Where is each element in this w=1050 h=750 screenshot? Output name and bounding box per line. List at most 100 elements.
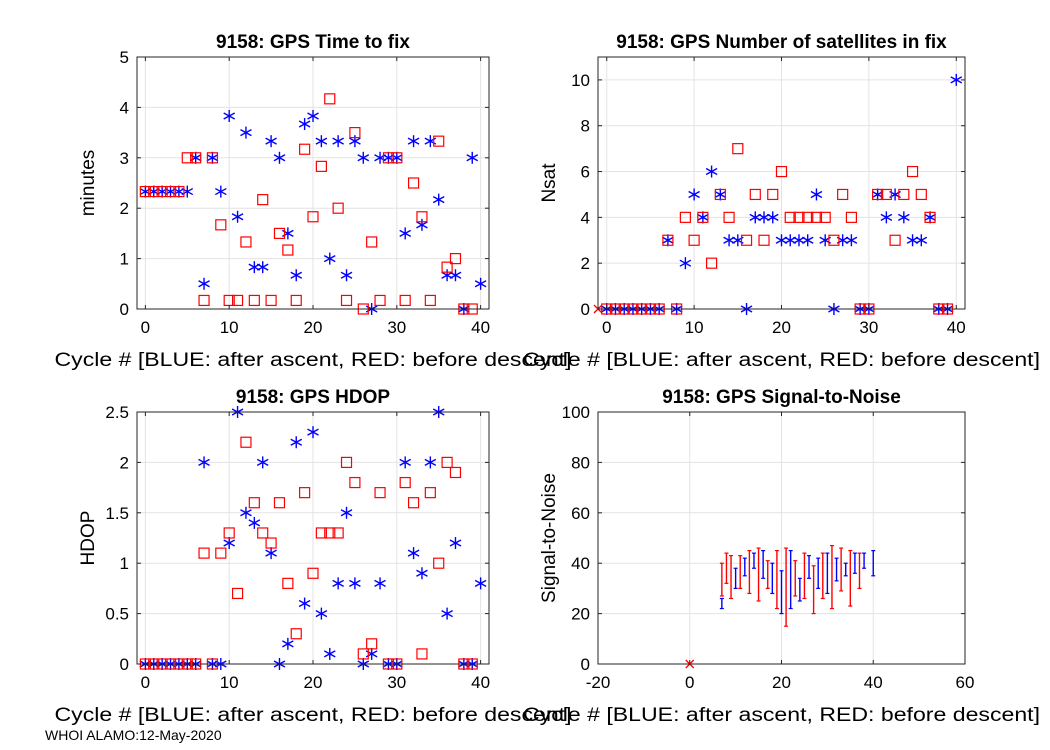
chart-3-ytick-label-2: 40 bbox=[571, 554, 590, 573]
chart-1-series-0-point-7 bbox=[662, 234, 674, 247]
chart-2-series-0-point-31 bbox=[399, 456, 412, 469]
chart-2-xtick-label-2: 20 bbox=[304, 673, 323, 692]
chart-0-series-1-point-9 bbox=[215, 219, 227, 231]
chart-2-title: 9158: GPS HDOP bbox=[236, 387, 390, 408]
chart-1-series-1-point-18 bbox=[758, 234, 770, 246]
chart-0-ytick-label-1: 1 bbox=[120, 250, 129, 269]
chart-2-series-1-point-12 bbox=[240, 436, 252, 448]
chart-2-series-1-point-20 bbox=[307, 567, 319, 579]
chart-1-series-1-point-9 bbox=[679, 211, 691, 223]
chart-2-series-0-point-10 bbox=[223, 537, 236, 550]
chart-3-ytick-label-3: 60 bbox=[571, 504, 590, 523]
chart-0-series-0-point-15 bbox=[265, 135, 277, 148]
chart-3-xtick-label-4: 60 bbox=[956, 673, 975, 692]
chart-1-series-1-point-27 bbox=[837, 188, 849, 201]
chart-1-series-0-point-40 bbox=[950, 73, 963, 86]
chart-2-ytick-label-1: 0.5 bbox=[105, 605, 129, 624]
chart-2-xtick-label-4: 40 bbox=[471, 673, 490, 692]
chart-1-title: 9158: GPS Number of satellites in fix bbox=[616, 32, 947, 53]
chart-0-series-1-point-25 bbox=[349, 126, 361, 139]
chart-1-series-1-point-15 bbox=[732, 143, 744, 155]
chart-1-series-1-point-20 bbox=[775, 165, 788, 178]
chart-1-series-1-point-17 bbox=[749, 188, 761, 201]
chart-2-series-0-point-32 bbox=[407, 547, 420, 560]
chart-0-series-0-point-8 bbox=[206, 151, 219, 164]
chart-1-series-1-point-31 bbox=[872, 188, 884, 201]
chart-1-series-1-point-19 bbox=[767, 188, 779, 201]
chart-1-ytick-label-5: 10 bbox=[571, 71, 590, 90]
chart-3-series-0-errorbar-7 bbox=[788, 549, 793, 610]
chart-1-series-1-point-34 bbox=[898, 188, 910, 201]
chart-0-series-1-point-33 bbox=[416, 211, 428, 223]
chart-1-series-0-point-19 bbox=[766, 211, 779, 224]
chart-0-series-1-point-11 bbox=[231, 294, 244, 307]
chart-0-data bbox=[139, 93, 487, 315]
chart-2-ylabel: HDOP bbox=[78, 511, 99, 566]
chart-0-series-1-point-3 bbox=[164, 185, 177, 198]
chart-0-series-0-point-16 bbox=[273, 151, 286, 164]
chart-3-series-1-errorbar-12 bbox=[820, 552, 825, 600]
chart-0-ytick-label-0: 0 bbox=[120, 300, 129, 319]
chart-1-ytick-label-2: 4 bbox=[581, 208, 590, 227]
chart-2-ytick-label-3: 1.5 bbox=[105, 504, 129, 523]
chart-0-series-1-point-2 bbox=[156, 185, 168, 198]
chart-1-series-0-point-32 bbox=[880, 211, 893, 224]
chart-3-xlabel: Cycle # [BLUE: after ascent, RED: before… bbox=[523, 705, 1040, 726]
chart-2-series-1-point-16 bbox=[273, 497, 286, 509]
chart-1-xlabel: Cycle # [BLUE: after ascent, RED: before… bbox=[523, 350, 1040, 371]
chart-3-series-1-errorbar-0 bbox=[719, 562, 724, 597]
chart-1-series-1-point-35 bbox=[906, 165, 919, 178]
chart-2-series-1-point-11 bbox=[231, 587, 244, 600]
chart-3-series-1-errorbar-11 bbox=[811, 565, 816, 615]
chart-1-series-0-point-28 bbox=[845, 234, 858, 247]
chart-3-series-0-errorbar-6 bbox=[779, 570, 784, 615]
chart-1-series-1-point-23 bbox=[802, 211, 814, 223]
footer-text: WHOI ALAMO:12-May-2020 bbox=[45, 727, 222, 743]
chart-3-series-0-errorbar-10 bbox=[816, 557, 821, 590]
chart-1-ylabel: Nsat bbox=[539, 163, 560, 203]
chart-2-series-1-point-26 bbox=[357, 648, 369, 660]
chart-0-xtick-label-4: 40 bbox=[471, 318, 490, 337]
chart-1-series-1-point-16 bbox=[740, 234, 753, 246]
chart-3-series-1-errorbar-15 bbox=[848, 549, 853, 607]
chart-1-series-1-point-11 bbox=[697, 211, 709, 223]
chart-0-ytick-label-2: 2 bbox=[120, 199, 129, 218]
chart-2-series-0-point-21 bbox=[315, 607, 328, 620]
chart-0-series-1-point-6 bbox=[190, 152, 202, 164]
chart-3-series-0-errorbar-1 bbox=[733, 567, 738, 590]
chart-0-series-1-point-31 bbox=[399, 294, 411, 307]
chart-2-series-0-point-33 bbox=[416, 567, 428, 580]
chart-2-xtick-label-0: 0 bbox=[141, 673, 150, 692]
chart-0-series-0-point-12 bbox=[240, 126, 252, 139]
chart-0-series-1-point-0 bbox=[139, 185, 151, 198]
chart-2-series-0-point-34 bbox=[424, 456, 437, 469]
chart-2-series-1-point-23 bbox=[332, 527, 344, 539]
chart-2-series-1-point-7 bbox=[198, 547, 210, 559]
chart-2-series-1-point-37 bbox=[449, 466, 462, 479]
chart-0-title: 9158: GPS Time to fix bbox=[216, 32, 410, 53]
chart-1-series-1-point-33 bbox=[889, 234, 901, 246]
chart-0-series-1-point-12 bbox=[240, 236, 252, 248]
chart-0-series-1-point-7 bbox=[198, 294, 210, 307]
chart-3-ytick-label-1: 20 bbox=[571, 605, 590, 624]
chart-0-series-0-point-33 bbox=[416, 218, 428, 231]
chart-3-series-0-errorbar-9 bbox=[807, 555, 812, 579]
chart-2-series-0-point-17 bbox=[282, 637, 294, 650]
chart-2-series-0-point-7 bbox=[198, 456, 210, 469]
chart-0-series-1-point-36 bbox=[441, 261, 453, 273]
chart-0-series-0-point-39 bbox=[466, 151, 479, 164]
chart-2-xtick-label-3: 30 bbox=[387, 673, 406, 692]
chart-2-xlabel: Cycle # [BLUE: after ascent, RED: before… bbox=[55, 705, 572, 726]
chart-2-ytick-label-5: 2.5 bbox=[105, 403, 129, 422]
chart-0-series-1-point-32 bbox=[407, 177, 420, 189]
chart-0-series-0-point-7 bbox=[198, 277, 210, 290]
chart-0-ylabel: minutes bbox=[78, 150, 99, 217]
chart-2-series-1-point-28 bbox=[374, 487, 386, 499]
chart-3-series-1-errorbar-4 bbox=[747, 549, 752, 595]
chart-0-series-0-point-21 bbox=[315, 135, 328, 148]
chart-3-data bbox=[685, 544, 876, 669]
chart-0-xlabel: Cycle # [BLUE: after ascent, RED: before… bbox=[55, 350, 572, 371]
chart-0-series-1-point-21 bbox=[315, 160, 327, 172]
chart-3-ytick-label-5: 100 bbox=[562, 403, 590, 422]
chart-2-ytick-label-4: 2 bbox=[120, 453, 129, 472]
